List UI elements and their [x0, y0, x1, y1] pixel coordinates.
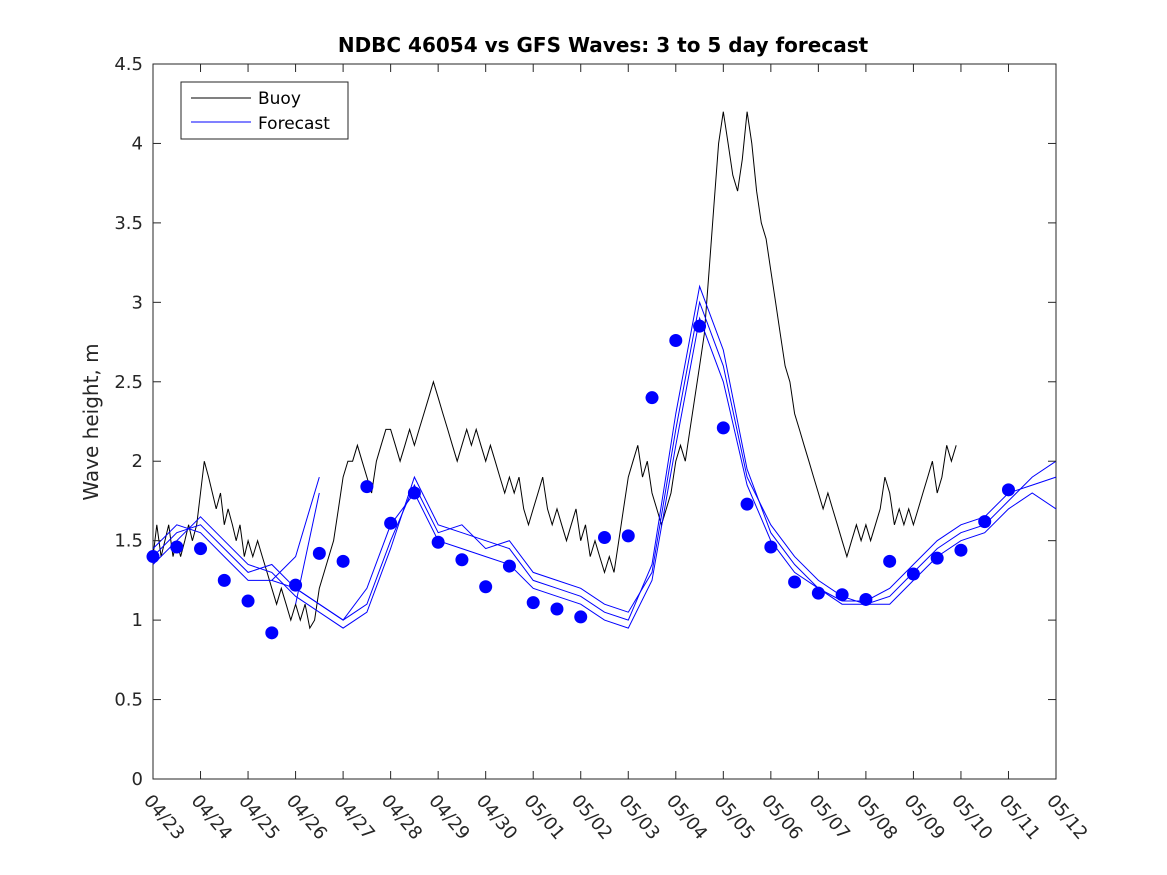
y-tick-label: 4.5 — [114, 54, 143, 75]
y-axis-label: Wave height, m — [79, 343, 103, 500]
x-tick-label: 05/10 — [947, 791, 996, 844]
forecast-point — [811, 586, 825, 600]
forecast-point — [788, 575, 802, 589]
x-tick-label: 05/04 — [662, 791, 711, 844]
forecast-point — [170, 540, 184, 554]
x-tick-label: 04/29 — [424, 791, 473, 844]
x-tick-label: 05/05 — [709, 791, 758, 844]
y-tick-label: 0.5 — [114, 690, 143, 711]
plot-area — [152, 63, 1057, 780]
y-tick-label: 1.5 — [114, 531, 143, 552]
forecast-point — [954, 543, 968, 557]
forecast-point — [336, 554, 350, 568]
legend: Buoy Forecast — [180, 81, 349, 140]
y-tick-label: 2 — [132, 451, 143, 472]
x-tick-label: 04/28 — [377, 791, 426, 844]
forecast-point — [621, 529, 635, 543]
forecast-point — [693, 319, 707, 333]
forecast-point — [479, 580, 493, 594]
chart-title: NDBC 46054 vs GFS Waves: 3 to 5 day fore… — [338, 33, 869, 57]
forecast-point — [550, 602, 564, 616]
legend-buoy-label: Buoy — [258, 89, 301, 109]
forecast-point — [289, 578, 303, 592]
legend-forecast-label: Forecast — [258, 114, 330, 134]
forecast-point — [1001, 483, 1015, 497]
y-tick-label: 1 — [132, 610, 143, 631]
forecast-point — [978, 515, 992, 529]
x-tick-label: 04/27 — [329, 791, 378, 844]
forecast-point — [384, 516, 398, 530]
forecast-point — [645, 391, 659, 405]
y-tick-label: 3 — [132, 292, 143, 313]
data-layer — [146, 111, 1057, 640]
forecast-point — [669, 333, 683, 347]
forecast-point — [407, 486, 421, 500]
x-tick-label: 04/24 — [187, 791, 236, 844]
y-tick-label: 4 — [132, 133, 143, 154]
forecast-point — [217, 573, 231, 587]
x-tick-label: 04/30 — [472, 791, 521, 844]
forecast-point — [241, 594, 255, 608]
forecast-point — [859, 592, 873, 606]
forecast-point — [883, 554, 897, 568]
forecast-series-line — [152, 284, 1057, 629]
forecast-point — [431, 535, 445, 549]
forecast-point — [146, 550, 160, 564]
x-tick-label: 05/11 — [995, 791, 1044, 844]
forecast-point — [502, 559, 516, 573]
forecast-point — [906, 567, 920, 581]
forecast-point — [312, 546, 326, 560]
y-tick-label: 3.5 — [114, 213, 143, 234]
forecast-point — [764, 540, 778, 554]
forecast-point — [360, 480, 374, 494]
x-tick-label: 05/02 — [567, 791, 616, 844]
forecast-point — [598, 530, 611, 544]
x-tick-label: 05/09 — [900, 791, 949, 844]
x-tick-label: 05/07 — [805, 791, 854, 844]
x-tick-label: 05/12 — [1042, 791, 1091, 844]
forecast-point — [835, 588, 849, 602]
forecast-point — [740, 497, 754, 511]
forecast-series-line — [271, 476, 320, 581]
x-tick-label: 05/08 — [852, 791, 901, 844]
x-tick-label: 04/23 — [139, 791, 188, 844]
forecast-point — [194, 542, 208, 556]
forecast-point — [716, 421, 730, 435]
y-tick-label: 2.5 — [114, 372, 143, 393]
x-tick-label: 04/25 — [234, 791, 283, 844]
forecast-point — [455, 553, 469, 567]
forecast-point — [574, 610, 588, 624]
forecast-point — [930, 551, 944, 565]
forecast-point — [265, 626, 279, 640]
y-tick-label: 0 — [132, 769, 143, 790]
x-tick-label: 04/26 — [282, 791, 331, 844]
forecast-series-line — [152, 316, 1057, 629]
x-tick-label: 05/01 — [519, 791, 568, 844]
x-tick-label: 05/06 — [757, 791, 806, 844]
buoy-series-line — [152, 111, 957, 630]
x-tick-label: 05/03 — [614, 791, 663, 844]
legend-box — [180, 81, 349, 140]
forecast-point — [526, 596, 540, 610]
